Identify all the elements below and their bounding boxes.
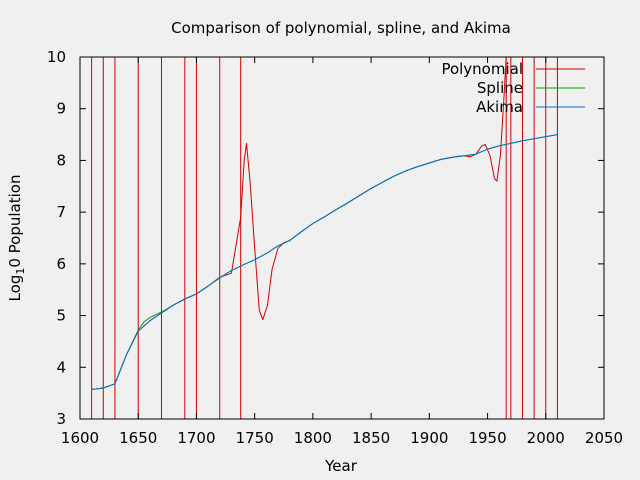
y-tick-label: 3	[56, 410, 66, 428]
x-tick-label: 2050	[585, 429, 623, 447]
x-tick-label: 1850	[352, 429, 390, 447]
y-axis-label-post: 0 Population	[6, 175, 24, 268]
y-tick-label: 7	[56, 203, 66, 221]
y-tick-label: 5	[56, 307, 66, 325]
y-axis-label: Log10 Population	[6, 175, 27, 302]
legend-label: Akima	[476, 98, 523, 116]
x-axis-label: Year	[324, 457, 358, 475]
x-tick-label: 1700	[177, 429, 215, 447]
legend-label: Spline	[477, 79, 523, 97]
y-tick-label: 6	[56, 255, 66, 273]
y-axis-label-sub: 1	[14, 268, 27, 275]
series-line-polynomial	[91, 57, 507, 390]
y-axis-label-pre: Log	[6, 275, 24, 302]
x-axis: 1600 1650 1700 1750 1800 1850 1900 1950 2000 2050	[61, 57, 623, 447]
x-tick-label: 1800	[294, 429, 332, 447]
chart-title: Comparison of polynomial, spline, and Ak…	[171, 19, 511, 37]
x-tick-label: 1600	[61, 429, 99, 447]
y-tick-label: 9	[56, 100, 66, 118]
x-tick-label: 1750	[236, 429, 274, 447]
x-tick-label: 1650	[119, 429, 157, 447]
series-akima	[91, 134, 558, 390]
x-tick-label: 1950	[468, 429, 506, 447]
x-tick-label: 1900	[410, 429, 448, 447]
y-axis: 3 4 5 6 7 8 9 10	[47, 48, 604, 428]
series-polynomial	[91, 57, 558, 419]
y-tick-label: 4	[56, 358, 66, 376]
x-tick-label: 2000	[527, 429, 565, 447]
plot-frame	[79, 56, 605, 420]
legend-label: Polynomial	[441, 60, 523, 78]
y-tick-label: 8	[56, 151, 66, 169]
y-tick-label: 10	[47, 48, 66, 66]
series-layer	[91, 57, 558, 419]
series-line-akima	[91, 134, 558, 390]
